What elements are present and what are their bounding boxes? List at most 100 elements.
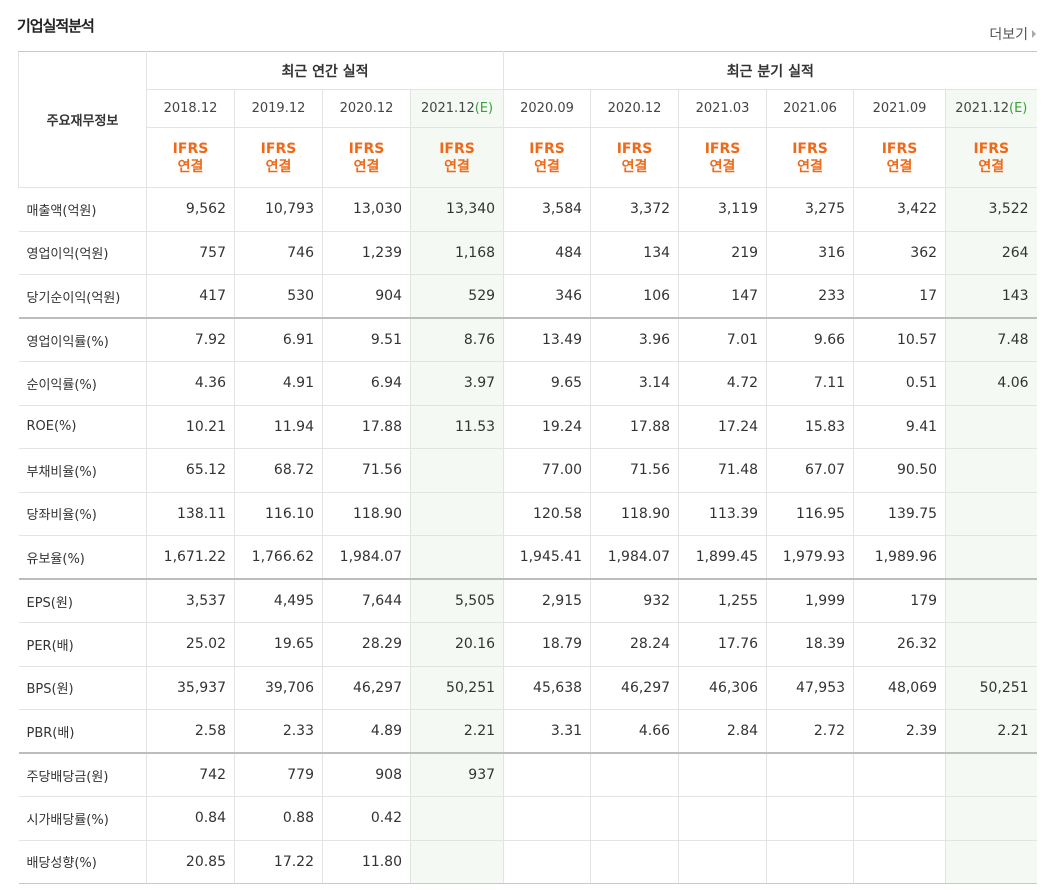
value-cell: 65.12 — [146, 448, 235, 493]
standard-header: IFRS 연결 — [678, 127, 768, 188]
value-cell: 6.94 — [322, 361, 411, 406]
value-cell: 0.42 — [322, 796, 411, 841]
standard: IFRS — [704, 140, 741, 157]
value-cell: 1,979.93 — [766, 535, 855, 580]
value-cell: 7.01 — [678, 317, 768, 362]
value-cell: 3.14 — [590, 361, 680, 406]
value-cell — [945, 622, 1037, 667]
value-cell: 4.72 — [678, 361, 768, 406]
value-cell — [409, 839, 505, 884]
value-cell: 138.11 — [146, 491, 235, 536]
value-cell — [945, 578, 1037, 623]
value-cell — [945, 404, 1037, 449]
value-cell: 134 — [590, 230, 680, 275]
data-row: ROE(%) 10.21 11.94 17.88 11.53 19.24 17.88 17.2… — [18, 404, 1037, 449]
value-cell: 71.48 — [678, 448, 768, 493]
value-cell: 1,984.07 — [590, 535, 680, 580]
value-cell — [945, 796, 1037, 841]
value-cell: 2.21 — [945, 709, 1037, 754]
value-cell: 316 — [766, 230, 855, 275]
row-label: 시가배당률(%) — [18, 796, 147, 841]
value-cell: 10.57 — [853, 317, 947, 362]
row-label: 매출액(억원) — [18, 187, 147, 232]
value-cell — [945, 491, 1037, 536]
value-cell: 26.32 — [853, 622, 947, 667]
standard: IFRS — [529, 140, 565, 157]
value-cell: 3,372 — [590, 187, 680, 232]
value-cell: 67.07 — [766, 448, 855, 493]
value-cell: 46,297 — [590, 665, 680, 710]
period: 2020.12 — [607, 101, 662, 116]
value-cell: 1,984.07 — [322, 535, 411, 580]
value-cell: 5,505 — [409, 578, 505, 623]
row-label: 부채비율(%) — [18, 448, 147, 493]
value-cell: 77.00 — [503, 448, 592, 493]
value-cell — [766, 839, 855, 884]
value-cell: 2.84 — [678, 709, 768, 754]
scope: 연결 — [886, 158, 913, 175]
value-cell: 3,119 — [678, 187, 768, 232]
estimate-mark: (E) — [474, 101, 494, 116]
value-cell — [590, 796, 680, 841]
value-cell: 17.88 — [590, 404, 680, 449]
value-cell: 0.51 — [853, 361, 947, 406]
value-cell: 71.56 — [590, 448, 680, 493]
value-cell — [678, 839, 768, 884]
scope: 연결 — [709, 158, 736, 175]
value-cell: 937 — [409, 752, 505, 797]
more-link[interactable]: 더보기 — [989, 24, 1036, 44]
value-cell: 17.76 — [678, 622, 768, 667]
period-header: 2020.12 — [590, 89, 680, 128]
standard-header: IFRS 연결 — [766, 127, 855, 188]
value-cell: 264 — [945, 230, 1037, 275]
value-cell — [590, 839, 680, 884]
value-cell — [503, 839, 592, 884]
value-cell: 1,999 — [766, 578, 855, 623]
value-cell — [945, 839, 1037, 884]
section-title: 기업실적분석 — [17, 17, 95, 35]
value-cell: 3,584 — [503, 187, 592, 232]
value-cell: 17.88 — [322, 404, 411, 449]
data-row: 유보율(%) 1,671.22 1,766.62 1,984.07 1,945.41 1,… — [18, 535, 1037, 580]
standard-header: IFRS 연결 — [234, 127, 323, 188]
value-cell: 1,168 — [409, 230, 505, 275]
value-cell: 20.85 — [146, 839, 235, 884]
value-cell — [853, 839, 947, 884]
value-cell: 35,937 — [146, 665, 235, 710]
standard: IFRS — [172, 140, 209, 157]
value-cell — [945, 535, 1037, 580]
value-cell: 68.72 — [234, 448, 323, 493]
value-cell — [678, 752, 768, 797]
value-cell: 904 — [322, 274, 411, 319]
group-header: 최근 연간 실적 — [145, 51, 505, 90]
value-cell — [678, 796, 768, 841]
data-row: 부채비율(%) 65.12 68.72 71.56 77.00 71.56 71.48 67.… — [18, 448, 1037, 493]
standard: IFRS — [881, 140, 918, 157]
value-cell: 3.31 — [503, 709, 592, 754]
period-header: 2021.12(E) — [945, 89, 1037, 128]
value-cell: 113.39 — [678, 491, 768, 536]
value-cell: 2.21 — [409, 709, 505, 754]
value-cell: 17 — [853, 274, 947, 319]
value-cell: 6.91 — [234, 317, 323, 362]
row-label: BPS(원) — [18, 665, 147, 710]
data-row: 당기순이익(억원) 417 530 904 529 346 106 147 233 17 143 — [18, 274, 1037, 319]
value-cell — [853, 796, 947, 841]
data-row: EPS(원) 3,537 4,495 7,644 5,505 2,915 932 1,255 1… — [18, 578, 1037, 623]
value-cell: 11.80 — [322, 839, 411, 884]
value-cell: 19.65 — [234, 622, 323, 667]
standard-header: IFRS 연결 — [322, 127, 411, 188]
value-cell: 9.66 — [766, 317, 855, 362]
value-cell: 147 — [678, 274, 768, 319]
value-cell: 10.21 — [146, 404, 235, 449]
value-cell — [503, 752, 592, 797]
period-header: 2020.12 — [322, 89, 411, 128]
value-cell — [409, 448, 505, 493]
row-label: 영업이익률(%) — [18, 317, 147, 362]
value-cell: 9.41 — [853, 404, 947, 449]
row-label: 배당성향(%) — [18, 839, 147, 884]
value-cell: 3,537 — [146, 578, 235, 623]
value-cell: 13,030 — [322, 187, 411, 232]
corner-header: 주요재무정보 — [18, 51, 147, 188]
value-cell — [945, 448, 1037, 493]
